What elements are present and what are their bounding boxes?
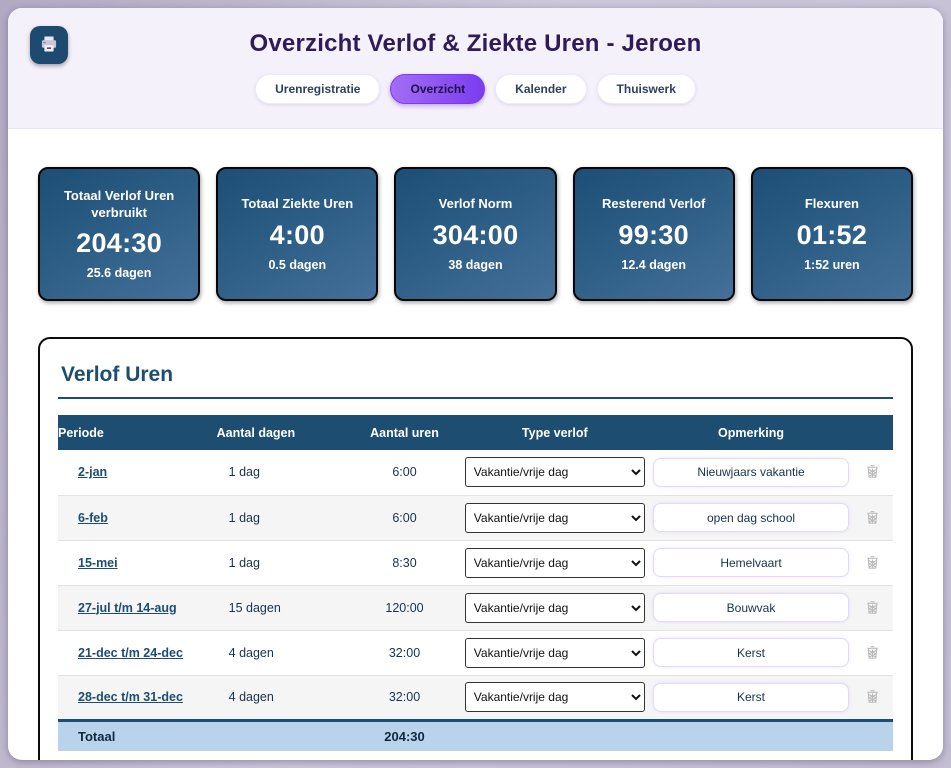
verlof-uren-title: Verlof Uren [61, 363, 174, 386]
stat-card-label: Resterend Verlof [602, 196, 706, 212]
verlof-table-body: 2-jan 1 dag 6:00 Vakantie/vrije dag [58, 450, 893, 721]
stat-card-value: 4:00 [269, 219, 325, 250]
stat-card-label: Totaal Verlof Uren verbruikt [63, 187, 175, 220]
col-header-type-verlof: Type verlof [458, 415, 651, 450]
printer-icon [39, 34, 59, 57]
periode-link[interactable]: 28-dec t/m 31-dec [78, 690, 183, 704]
type-verlof-select[interactable]: Vakantie/vrije dag [464, 682, 645, 712]
aantal-uren-cell: 120:00 [350, 585, 459, 631]
stat-card-label: Verlof Norm [438, 196, 513, 212]
stat-card: Flexuren 01:52 1:52 uren [750, 167, 914, 301]
opmerking-input[interactable] [653, 593, 850, 622]
stat-card: Totaal Verlof Uren verbruikt 204:30 25.6… [38, 167, 201, 301]
section-divider [58, 397, 893, 399]
delete-row-button[interactable] [863, 553, 882, 572]
aantal-dagen-cell: 15 dagen [216, 585, 351, 631]
aantal-uren-cell: 32:00 [350, 630, 459, 676]
app-header: Overzicht Verlof & Ziekte Uren - Jeroen … [8, 8, 943, 129]
trash-icon [865, 690, 880, 707]
print-button[interactable] [30, 26, 68, 64]
delete-row-button[interactable] [863, 687, 882, 706]
trash-icon [865, 510, 880, 528]
aantal-uren-cell: 6:00 [350, 450, 459, 496]
type-verlof-select[interactable]: Vakantie/vrije dag [464, 457, 645, 488]
periode-link[interactable]: 2-jan [78, 465, 108, 480]
col-header-aantal-uren: Aantal uren [350, 415, 459, 450]
table-header-row: Periode Aantal dagen Aantal uren Type ve… [58, 415, 893, 450]
total-value: 204:30 [350, 718, 459, 751]
col-header-aantal-dagen: Aantal dagen [216, 415, 351, 450]
aantal-uren-cell: 32:00 [350, 675, 459, 721]
table-row: 27-jul t/m 14-aug 15 dagen 120:00 Vakant… [58, 585, 893, 631]
opmerking-input[interactable] [653, 682, 850, 712]
aantal-dagen-cell: 4 dagen [216, 630, 351, 676]
nav-tabs: Urenregistratie Overzicht Kalender Thuiswer… [32, 74, 919, 104]
opmerking-input[interactable] [653, 457, 850, 487]
stat-card-sub: 25.6 dagen [86, 266, 152, 281]
tab-urenregistratie[interactable]: Urenregistratie [255, 74, 381, 104]
page-title: Overzicht Verlof & Ziekte Uren - Jeroen [249, 30, 702, 57]
delete-row-button[interactable] [863, 598, 882, 617]
type-verlof-select[interactable]: Vakantie/vrije dag [464, 637, 645, 668]
type-verlof-select[interactable]: Vakantie/vrije dag [464, 502, 645, 533]
opmerking-input[interactable] [653, 503, 850, 532]
aantal-dagen-cell: 1 dag [216, 495, 351, 541]
aantal-dagen-cell: 4 dagen [216, 675, 351, 721]
stat-card: Totaal Ziekte Uren 4:00 0.5 dagen [216, 167, 379, 301]
aantal-uren-cell: 6:00 [350, 495, 459, 541]
stat-card-value: 99:30 [618, 219, 689, 250]
stat-card-sub: 0.5 dagen [268, 257, 327, 272]
stat-card: Verlof Norm 304:00 38 dagen [394, 167, 557, 301]
trash-icon [865, 600, 880, 618]
periode-link[interactable]: 15-mei [78, 555, 118, 570]
trash-icon [865, 645, 880, 663]
periode-link[interactable]: 6-feb [78, 510, 108, 525]
col-header-opmerking: Opmerking [650, 415, 852, 450]
stat-card-label: Totaal Ziekte Uren [241, 196, 354, 212]
stat-card-label: Flexuren [804, 196, 859, 212]
type-verlof-select[interactable]: Vakantie/vrije dag [464, 547, 645, 578]
trash-icon [865, 555, 880, 573]
stat-card-sub: 12.4 dagen [621, 257, 687, 272]
stat-card: Resterend Verlof 99:30 12.4 dagen [572, 167, 735, 301]
stat-card-value: 204:30 [76, 228, 163, 259]
verlof-uren-card: Verlof Uren Periode Aantal dagen Aantal … [38, 337, 913, 760]
tab-overzicht[interactable]: Overzicht [390, 74, 486, 104]
total-row: Totaal 204:30 [58, 718, 893, 751]
opmerking-input[interactable] [653, 638, 850, 667]
app-window: Overzicht Verlof & Ziekte Uren - Jeroen … [8, 8, 943, 760]
periode-link[interactable]: 27-jul t/m 14-aug [78, 600, 177, 615]
trash-icon [865, 465, 880, 482]
stat-card-sub: 38 dagen [448, 257, 503, 272]
aantal-dagen-cell: 1 dag [216, 540, 351, 586]
aantal-uren-cell: 8:30 [350, 540, 459, 586]
col-header-actions [851, 415, 893, 450]
table-row: 15-mei 1 dag 8:30 Vakantie/vrije dag [58, 540, 893, 586]
stats-row: Totaal Verlof Uren verbruikt 204:30 25.6… [8, 129, 943, 337]
stat-card-sub: 1:52 uren [804, 257, 860, 272]
table-row: 21-dec t/m 24-dec 4 dagen 32:00 Vakantie… [58, 630, 893, 676]
delete-row-button[interactable] [863, 508, 882, 527]
table-row: 2-jan 1 dag 6:00 Vakantie/vrije dag [58, 450, 893, 496]
delete-row-button[interactable] [863, 462, 882, 481]
table-row: 28-dec t/m 31-dec 4 dagen 32:00 Vakantie… [58, 675, 893, 721]
type-verlof-select[interactable]: Vakantie/vrije dag [464, 592, 645, 623]
opmerking-input[interactable] [653, 548, 850, 577]
delete-row-button[interactable] [863, 643, 882, 662]
stat-card-value: 01:52 [796, 219, 868, 250]
total-label: Totaal [58, 718, 217, 751]
verlof-table: Periode Aantal dagen Aantal uren Type ve… [58, 415, 893, 751]
stat-card-value: 304:00 [432, 219, 519, 250]
col-header-periode: Periode [58, 415, 217, 450]
table-row: 6-feb 1 dag 6:00 Vakantie/vrije dag [58, 495, 893, 541]
periode-link[interactable]: 21-dec t/m 24-dec [78, 645, 183, 660]
aantal-dagen-cell: 1 dag [216, 450, 351, 496]
tab-thuiswerk[interactable]: Thuiswerk [596, 74, 696, 104]
tab-kalender[interactable]: Kalender [495, 74, 587, 104]
